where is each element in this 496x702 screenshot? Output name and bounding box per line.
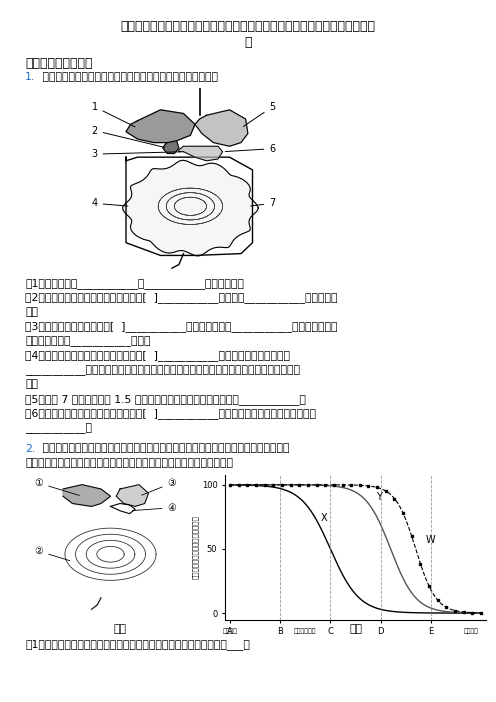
Polygon shape xyxy=(123,160,258,256)
Text: （口腔）: （口腔） xyxy=(223,628,238,634)
Polygon shape xyxy=(163,141,179,154)
Text: 一、实验探究综合题: 一、实验探究综合题 xyxy=(25,57,92,70)
Text: 案: 案 xyxy=(244,36,252,49)
Text: ②: ② xyxy=(35,546,70,561)
Text: （6）消化道中消化液种类最多的部位是[  ]___________，在其中的消化液有肠液、胆汁、: （6）消化道中消化液种类最多的部位是[ ]___________，在其中的消化液… xyxy=(25,409,316,419)
Text: 消耗能量的，而能量来自细胞内有机物的氧化分解，据图回答以下问题：: 消耗能量的，而能量来自细胞内有机物的氧化分解，据图回答以下问题： xyxy=(25,458,233,468)
Text: W: W xyxy=(426,534,435,545)
Text: 2: 2 xyxy=(91,126,165,147)
Text: 化。: 化。 xyxy=(25,307,38,317)
Text: 坐在考场的你此刻大脑如陀螺般飞速运转，笔尖轻快地写下答案，这些生命活动是需要: 坐在考场的你此刻大脑如陀螺般飞速运转，笔尖轻快地写下答案，这些生命活动是需要 xyxy=(39,444,290,453)
Text: （大肠）: （大肠） xyxy=(463,628,479,634)
Text: 1.: 1. xyxy=(25,72,35,82)
Text: （1）消化系统由___________和___________两部分组成。: （1）消化系统由___________和___________两部分组成。 xyxy=(25,278,244,289)
Text: 如图是人体消化系统部分器官示意图，请据图回答下列问题：: 如图是人体消化系统部分器官示意图，请据图回答下列问题： xyxy=(39,72,218,82)
Text: （3）能够分泌胆汁的结构是[  ]___________，分泌的胆汁对___________的消化起作用，: （3）能够分泌胆汁的结构是[ ]___________，分泌的胆汁对______… xyxy=(25,322,337,333)
Text: X: X xyxy=(320,512,327,523)
Text: 积。: 积。 xyxy=(25,380,38,390)
Text: 6: 6 xyxy=(225,144,275,154)
Text: 其消化方式属于___________消化。: 其消化方式属于___________消化。 xyxy=(25,336,150,347)
Text: ④: ④ xyxy=(132,503,176,512)
Text: ___________。: ___________。 xyxy=(25,423,92,434)
Polygon shape xyxy=(179,146,223,161)
Text: 2.: 2. xyxy=(25,444,35,453)
Text: 图一: 图一 xyxy=(114,625,126,635)
Text: ___________，其表面有许多小肠绒毛，这就大大增加了它消化和吸收营养物质的内表面: ___________，其表面有许多小肠绒毛，这就大大增加了它消化和吸收营养物质… xyxy=(25,365,300,376)
Text: ③: ③ xyxy=(141,478,176,495)
Text: （5）图中 7 是大肠，长约 1.5 米，它能够吸收一部分水、无机盐和___________。: （5）图中 7 是大肠，长约 1.5 米，它能够吸收一部分水、无机盐和_____… xyxy=(25,394,306,405)
Polygon shape xyxy=(195,110,248,146)
Text: 5: 5 xyxy=(244,102,275,126)
Text: （胃、食管）: （胃、食管） xyxy=(294,628,316,634)
Text: （4）消化和吸收营养物质的主要器官是[  ]___________，其内表面有许多环形的: （4）消化和吸收营养物质的主要器官是[ ]___________，其内表面有许多… xyxy=(25,350,290,362)
Polygon shape xyxy=(63,484,111,506)
Text: 郑州市第四十七中学人教版七年级生物下册期末非选择题综合探究题试卷及答: 郑州市第四十七中学人教版七年级生物下册期末非选择题综合探究题试卷及答 xyxy=(121,20,375,33)
Text: ①: ① xyxy=(35,478,79,496)
Text: 图二: 图二 xyxy=(349,625,362,635)
Y-axis label: 未被消化吸收的有机物质的百分比: 未被消化吸收的有机物质的百分比 xyxy=(192,515,199,579)
Text: Y: Y xyxy=(375,492,381,502)
Text: 1: 1 xyxy=(91,102,135,127)
Text: 7: 7 xyxy=(250,198,275,208)
Text: 3: 3 xyxy=(91,149,181,159)
Polygon shape xyxy=(116,484,148,506)
Text: （2）消化道中呈囊状、最膨大的部位是[  ]___________，它能对___________进行初步消: （2）消化道中呈囊状、最膨大的部位是[ ]___________，它能对____… xyxy=(25,293,337,303)
Text: 4: 4 xyxy=(91,198,128,208)
Text: （1）人体细胞内的有机物来源于食物，食物中主要供能量的有机物是___。: （1）人体细胞内的有机物来源于食物，食物中主要供能量的有机物是___。 xyxy=(25,640,250,651)
Polygon shape xyxy=(126,110,195,143)
